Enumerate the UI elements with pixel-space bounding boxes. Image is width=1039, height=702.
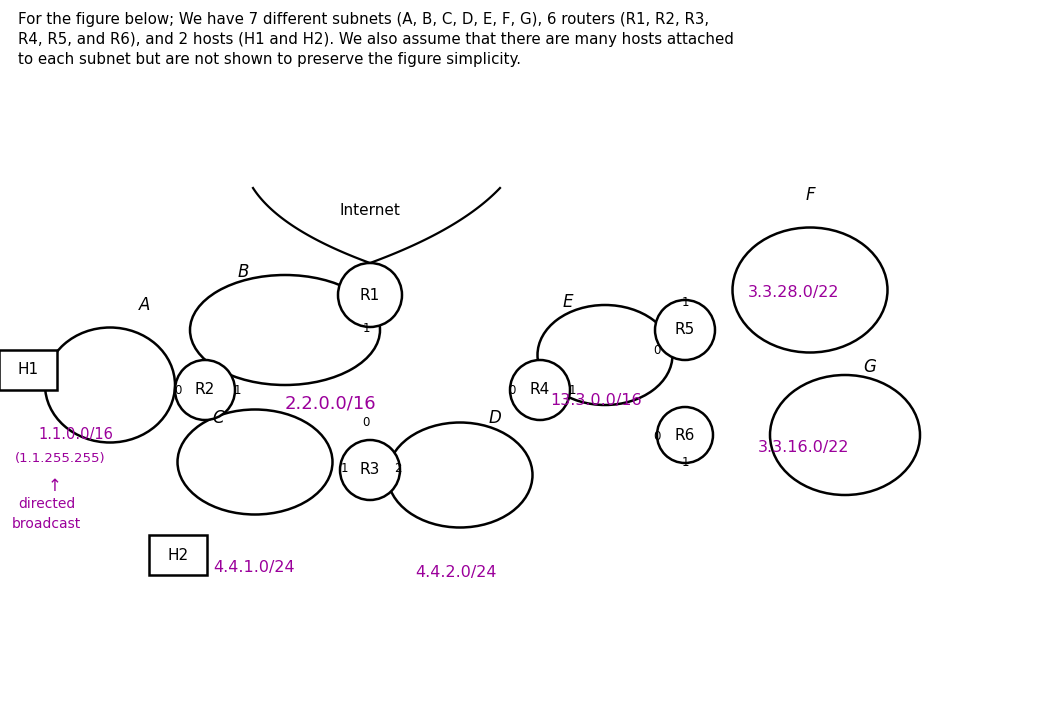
Text: C: C [212, 409, 223, 427]
Text: F: F [805, 186, 815, 204]
Text: 0: 0 [508, 383, 515, 397]
Text: (1.1.255.255): (1.1.255.255) [15, 452, 106, 465]
Ellipse shape [45, 328, 175, 442]
Circle shape [657, 407, 713, 463]
Text: 4.4.1.0/24: 4.4.1.0/24 [213, 560, 295, 575]
Text: 0: 0 [175, 383, 182, 397]
Text: R5: R5 [675, 322, 695, 338]
Text: R2: R2 [195, 383, 215, 397]
Text: 13.3.0.0/16: 13.3.0.0/16 [550, 393, 642, 408]
Text: 4.4.2.0/24: 4.4.2.0/24 [415, 565, 497, 580]
Text: 2.2.0.0/16: 2.2.0.0/16 [285, 395, 376, 413]
Text: directed: directed [18, 497, 75, 511]
Text: 3.3.16.0/22: 3.3.16.0/22 [758, 440, 850, 455]
Text: 1.1.0.0/16: 1.1.0.0/16 [38, 427, 113, 442]
Text: R3: R3 [359, 463, 380, 477]
Text: E: E [563, 293, 574, 311]
Text: For the figure below; We have 7 different subnets (A, B, C, D, E, F, G), 6 route: For the figure below; We have 7 differen… [18, 12, 734, 67]
Ellipse shape [388, 423, 533, 527]
Text: R1: R1 [359, 288, 380, 303]
FancyBboxPatch shape [149, 535, 207, 575]
Text: D: D [488, 409, 502, 427]
Text: B: B [237, 263, 248, 281]
Circle shape [510, 360, 570, 420]
Text: R6: R6 [674, 428, 695, 442]
Ellipse shape [732, 227, 887, 352]
Text: 1: 1 [682, 456, 689, 470]
Text: 2: 2 [394, 461, 402, 475]
Text: Internet: Internet [340, 203, 400, 218]
Ellipse shape [178, 409, 332, 515]
Text: 0: 0 [654, 430, 661, 444]
Text: 1: 1 [233, 383, 241, 397]
Text: 0: 0 [363, 416, 370, 428]
Circle shape [338, 263, 402, 327]
Ellipse shape [537, 305, 672, 405]
Text: 1: 1 [568, 383, 576, 397]
Circle shape [655, 300, 715, 360]
Text: 1: 1 [340, 461, 348, 475]
Text: 0: 0 [654, 343, 661, 357]
Ellipse shape [770, 375, 920, 495]
Ellipse shape [190, 275, 380, 385]
Text: H2: H2 [167, 548, 188, 562]
Text: G: G [863, 358, 877, 376]
Circle shape [340, 440, 400, 500]
Text: 1: 1 [363, 322, 370, 334]
Circle shape [175, 360, 235, 420]
Text: R4: R4 [530, 383, 550, 397]
Text: broadcast: broadcast [12, 517, 81, 531]
FancyBboxPatch shape [0, 350, 57, 390]
Text: 3.3.28.0/22: 3.3.28.0/22 [748, 285, 840, 300]
Text: ↑: ↑ [48, 477, 62, 495]
Text: H1: H1 [18, 362, 38, 378]
Text: A: A [139, 296, 151, 314]
Text: 1: 1 [682, 296, 689, 308]
